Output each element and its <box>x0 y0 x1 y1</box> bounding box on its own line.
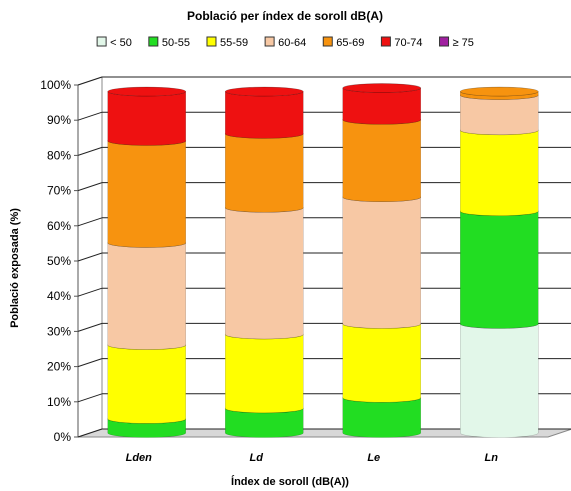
bar-segment-ln-50 <box>459 319 539 438</box>
bar-ld-65-69 <box>225 133 304 213</box>
x-tick-label-lden: Lden <box>126 452 153 464</box>
legend-swatch <box>264 36 275 47</box>
bar-lden-60-64 <box>107 242 186 350</box>
bar-segment-ld-60-64 <box>224 202 304 340</box>
gridline-side <box>77 287 103 297</box>
legend-swatch <box>322 36 333 47</box>
chart-title: Població per índex de soroll dB(A) <box>187 9 383 23</box>
bar-segment-lden-55-59 <box>107 340 187 424</box>
legend: < 50 50-55 55-59 60-64 65-69 70-74 ≥ 75 <box>96 36 474 49</box>
legend-item-50-55: 50-55 <box>148 36 190 49</box>
bar-top <box>224 86 304 97</box>
bar-ld-70-74 <box>225 91 304 139</box>
y-tick-label: 0% <box>54 430 72 444</box>
gridline-side <box>77 217 103 227</box>
legend-item-70-74: 70-74 <box>380 36 423 49</box>
legend-label: 60-64 <box>278 37 306 49</box>
x-axis-ticks: Lden Ld Le Ln <box>126 452 499 464</box>
bar-le-65-69 <box>342 119 421 202</box>
legend-item-65-69: 65-69 <box>322 36 364 49</box>
legend-swatch <box>439 36 450 47</box>
legend-swatch <box>96 36 107 47</box>
bar-le-55-59 <box>342 323 421 403</box>
bar-ln-55-59 <box>460 130 539 216</box>
bar-segment-le-55-59 <box>342 319 422 403</box>
legend-item-55-59: 55-59 <box>206 36 248 49</box>
bar-segment-lden-65-69 <box>107 136 187 248</box>
bar-ln-50 <box>460 323 539 438</box>
gridline-side <box>77 252 103 262</box>
x-tick-label-ld: Ld <box>250 452 264 464</box>
bar-segment-le-65-69 <box>342 114 422 202</box>
gridline-side <box>77 322 103 332</box>
bar-lden-65-69 <box>107 140 186 248</box>
gridline-side <box>77 393 103 403</box>
bar-segment-le-60-64 <box>342 192 422 329</box>
legend-swatch <box>206 36 217 47</box>
y-tick-label: 70% <box>47 184 71 198</box>
bar-le-50-55 <box>342 397 421 438</box>
bar-top <box>342 83 422 93</box>
gridline-side <box>77 146 103 156</box>
y-tick-label: 100% <box>40 78 71 92</box>
bar-segment-ln-50-55 <box>459 206 539 329</box>
bar-segment-lden-60-64 <box>107 238 187 350</box>
bar-segment-ld-55-59 <box>224 329 304 414</box>
bar-lden-70-74 <box>107 91 186 146</box>
y-tick-label: 30% <box>47 324 71 338</box>
bar-lden-55-59 <box>107 344 186 424</box>
bar-segment-ln-55-59 <box>459 125 539 216</box>
gridline-side <box>77 358 103 368</box>
gridline-side <box>77 182 103 192</box>
y-tick-label: 40% <box>47 289 71 303</box>
bar-ln-60-64 <box>460 94 539 136</box>
y-tick-label: 90% <box>47 113 71 127</box>
legend-label: 65-69 <box>336 37 364 49</box>
legend-label: 70-74 <box>394 37 422 49</box>
y-axis-ticks: 0% 10% 20% 30% 40% 50% 60% 70% 80% 90% 100% <box>40 78 71 444</box>
bar-top <box>459 86 539 97</box>
gridline-side <box>77 111 103 121</box>
y-tick-label: 60% <box>47 219 71 233</box>
y-tick-label: 20% <box>47 360 71 374</box>
x-tick-label-le: Le <box>367 452 380 464</box>
legend-item-60-64: 60-64 <box>264 36 306 49</box>
bar-segment-lden-70-74 <box>107 86 187 146</box>
x-axis-label: Índex de soroll (dB(A)) <box>231 475 349 488</box>
bar-segment-le-70-74 <box>342 83 422 125</box>
gridline-side <box>77 76 103 86</box>
legend-label: < 50 <box>110 37 132 49</box>
legend-label: 50-55 <box>162 37 190 49</box>
bar-segment-ld-70-74 <box>224 86 304 139</box>
y-axis-label: Població exposada (%) <box>9 208 21 328</box>
legend-item-50: < 50 <box>96 36 132 49</box>
bars <box>107 83 539 438</box>
bar-ln-50-55 <box>460 211 539 329</box>
legend-label: 55-59 <box>220 37 248 49</box>
y-tick-label: 10% <box>47 395 71 409</box>
bar-ld-55-59 <box>225 334 304 414</box>
bar-le-60-64 <box>342 197 421 329</box>
gridline-side <box>77 428 103 438</box>
bar-segment-ln-65-69 <box>459 86 539 100</box>
legend-label: ≥ 75 <box>453 37 474 49</box>
y-tick-label: 80% <box>47 148 71 162</box>
x-tick-label-ln: Ln <box>485 452 499 464</box>
bar-top <box>107 86 187 97</box>
bar-segment-ld-65-69 <box>224 129 304 213</box>
legend-swatch <box>380 36 391 47</box>
y-tick-label: 50% <box>47 254 71 268</box>
legend-swatch <box>148 36 159 47</box>
legend-item-75: ≥ 75 <box>439 36 474 49</box>
bar-le-70-74 <box>342 87 421 125</box>
bar-ld-60-64 <box>225 207 304 340</box>
